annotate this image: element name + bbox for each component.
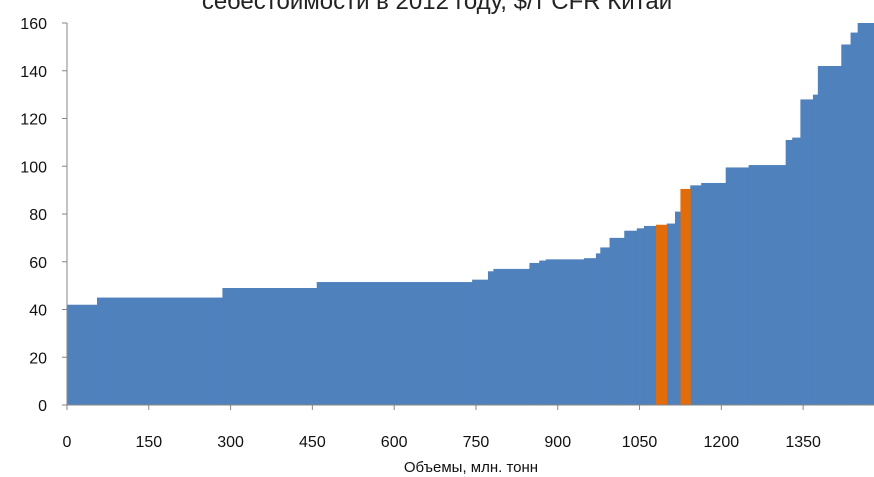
x-tick-label: 150 — [135, 434, 162, 451]
cost-step-29 — [850, 32, 859, 406]
cost-step-2 — [222, 288, 318, 405]
cost-step-24 — [792, 137, 801, 405]
y-tick-label: 160 — [20, 16, 47, 33]
x-tick-label: 600 — [381, 434, 408, 451]
y-tick-label: 120 — [20, 112, 47, 129]
cost-step-4 — [472, 279, 489, 405]
highlight-step-1 — [680, 188, 691, 405]
x-tick-label: 450 — [299, 434, 326, 451]
y-tick-label: 0 — [38, 398, 47, 415]
chart-title: себестоимости в 2012 году, $/т CFR Китай — [201, 0, 673, 15]
cost-step-25 — [800, 99, 814, 406]
cost-step-13 — [609, 237, 625, 405]
cost-step-22 — [748, 165, 787, 405]
y-tick-label: 20 — [29, 350, 47, 367]
cost-step-6 — [493, 268, 530, 405]
cost-step-20 — [701, 182, 727, 405]
x-tick-label: 1350 — [785, 434, 821, 451]
x-tick-label: 0 — [63, 434, 72, 451]
axes-group: 0 20 40 60 80 100 120 140 160 0 150 300 450 600 750 900… — [20, 16, 874, 451]
cost-step-23 — [785, 139, 793, 406]
cost-step-1 — [96, 297, 223, 405]
y-tick-label: 40 — [29, 303, 47, 320]
y-tick-label: 140 — [20, 64, 47, 81]
cost-step-16 — [643, 225, 657, 405]
cost-step-21 — [725, 167, 750, 405]
x-tick-label: 750 — [463, 434, 490, 451]
cost-step-28 — [841, 44, 852, 406]
x-axis-label: Объемы, млн. тонн — [404, 459, 538, 476]
cost-step-12 — [600, 247, 611, 405]
y-tick-label: 100 — [20, 159, 47, 176]
cost-step-18 — [674, 211, 681, 405]
bars-group — [67, 23, 874, 406]
x-tick-label: 300 — [217, 434, 244, 451]
cost-step-0 — [67, 304, 98, 405]
x-tick-label: 1050 — [622, 434, 658, 451]
cost-step-3 — [316, 282, 473, 405]
cost-step-7 — [529, 262, 540, 405]
highlight-step-0 — [655, 224, 668, 405]
cost-step-14 — [624, 230, 638, 405]
cost-step-30 — [857, 23, 874, 405]
cost-step-8 — [539, 260, 547, 405]
cost-step-17 — [666, 223, 676, 405]
cost-step-15 — [636, 228, 645, 405]
cost-step-27 — [817, 65, 842, 405]
cost-step-11 — [595, 253, 601, 405]
y-tick-label: 60 — [29, 255, 47, 272]
cost-step-9 — [545, 259, 585, 405]
cost-step-19 — [690, 185, 702, 405]
y-tick-label: 80 — [29, 207, 47, 224]
cost-step-10 — [583, 258, 597, 405]
cost-step-26 — [812, 94, 819, 405]
x-tick-label: 1200 — [704, 434, 740, 451]
x-tick-label: 900 — [544, 434, 571, 451]
cost-step-5 — [487, 271, 494, 405]
